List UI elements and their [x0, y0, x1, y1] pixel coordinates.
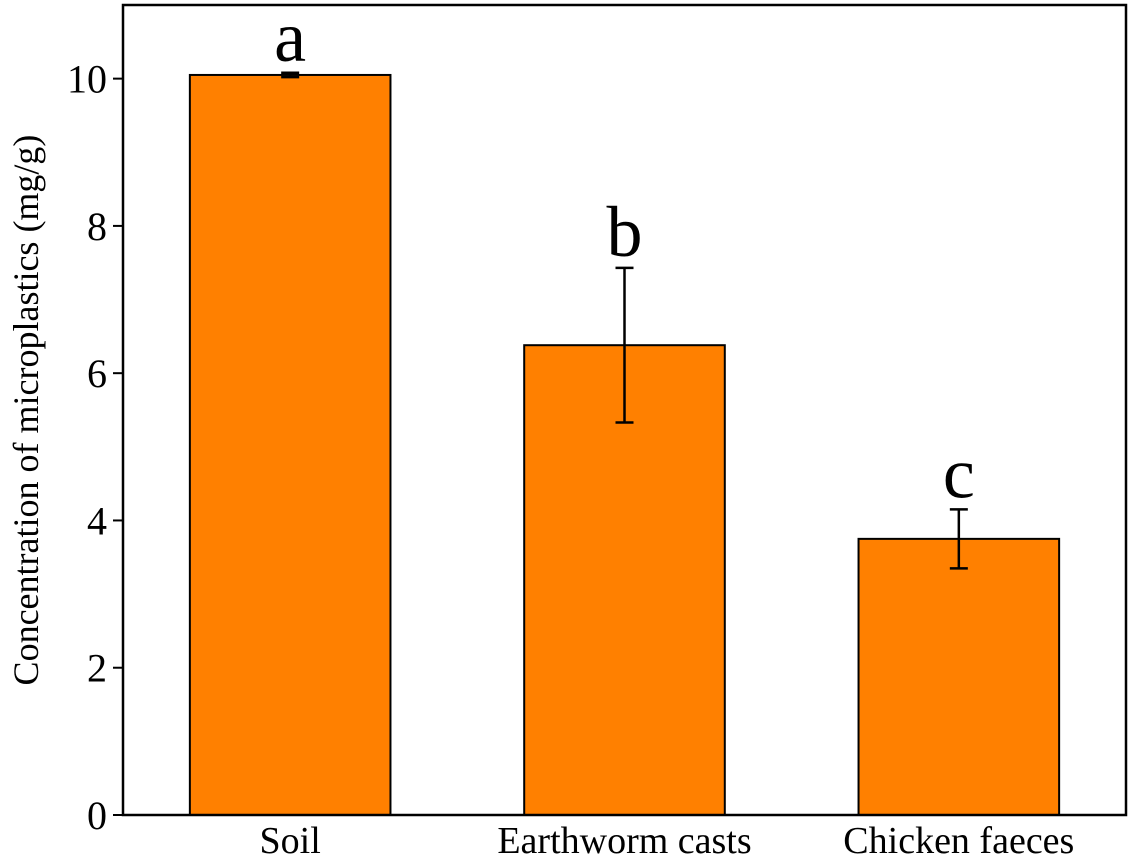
bar	[857, 537, 1061, 816]
y-tick-label: 0	[87, 793, 107, 838]
group-label: b	[607, 192, 643, 272]
y-tick-label: 8	[87, 204, 107, 249]
error-bar	[281, 71, 300, 79]
y-axis-label: Concentration of microplastics (mg/g)	[6, 135, 46, 686]
plot-frame	[121, 3, 1128, 817]
y-tick-label: 2	[87, 646, 107, 691]
y-tick-label: 10	[67, 57, 107, 102]
y-tick-label: 4	[87, 498, 107, 543]
x-tick-label: Chicken faeces	[843, 820, 1074, 856]
error-bar	[949, 508, 968, 570]
x-tick-label: Soil	[260, 820, 321, 856]
x-tick-label: Earthworm casts	[497, 820, 751, 856]
error-bar	[615, 266, 634, 424]
bar	[188, 73, 392, 817]
y-tick-label: 6	[87, 351, 107, 396]
group-label: c	[943, 433, 975, 513]
group-label: a	[274, 0, 306, 77]
